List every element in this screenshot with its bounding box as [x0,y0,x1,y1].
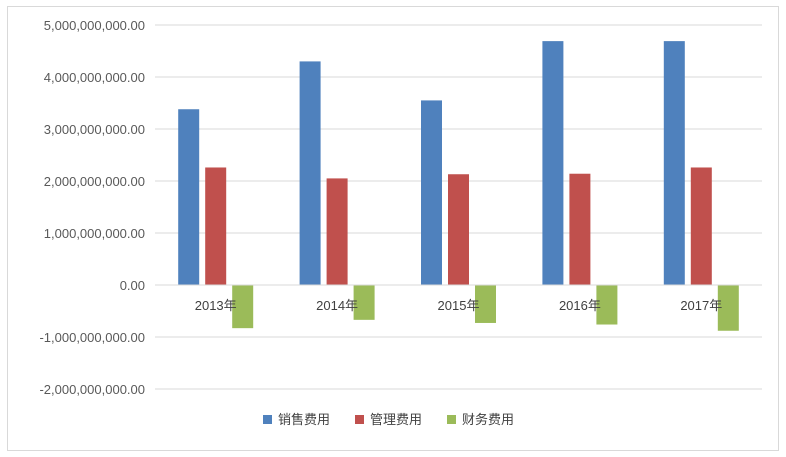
y-axis-ticks: 5,000,000,000.00 4,000,000,000.00 3,000,00… [39,18,145,397]
y-tick-label: 0.00 [120,278,145,293]
bar-3-3 [475,285,496,323]
bar-3-4 [596,285,618,325]
legend-label: 销售费用 [278,412,330,428]
chart-frame [7,6,779,451]
bar-2-4 [569,173,591,285]
bar-3-5 [717,285,739,331]
bar-1-3 [421,100,442,286]
x-category-label: 2016年 [559,298,601,313]
legend-swatch-2 [355,415,364,424]
bar-3-2 [353,285,375,320]
x-category-label: 2017年 [680,298,722,313]
bar-1-2 [299,61,321,286]
bar-1-1 [178,109,200,286]
legend-swatch-3 [447,415,456,424]
x-category-label: 2013年 [195,298,237,313]
y-tick-label: 5,000,000,000.00 [44,18,145,33]
legend-label: 财务费用 [462,412,514,428]
bar-2-2 [326,178,348,285]
bar-2-3 [448,174,469,285]
y-tick-label: -2,000,000,000.00 [39,382,145,397]
bar-1-4 [542,41,564,286]
bar-2-5 [690,167,712,285]
y-tick-label: 4,000,000,000.00 [44,70,145,85]
bar-3-1 [232,285,254,329]
category-labels: 2013年 2014年 2015年 2016年 2017年 [155,284,762,313]
legend-label: 管理费用 [370,413,422,428]
y-tick-label: 3,000,000,000.00 [44,122,145,137]
legend-swatch-1 [263,415,272,424]
x-category-label: 2014年 [316,298,358,313]
y-tick-label: -1,000,000,000.00 [39,330,145,345]
bars [178,41,739,331]
bar-1-5 [663,41,685,286]
legend: 销售费用 管理费用 财务费用 [263,412,514,428]
bar-2-1 [205,167,227,285]
y-tick-label: 2,000,000,000.00 [44,174,145,189]
x-category-label: 2015年 [438,298,480,313]
y-tick-label: 1,000,000,000.00 [44,226,145,241]
